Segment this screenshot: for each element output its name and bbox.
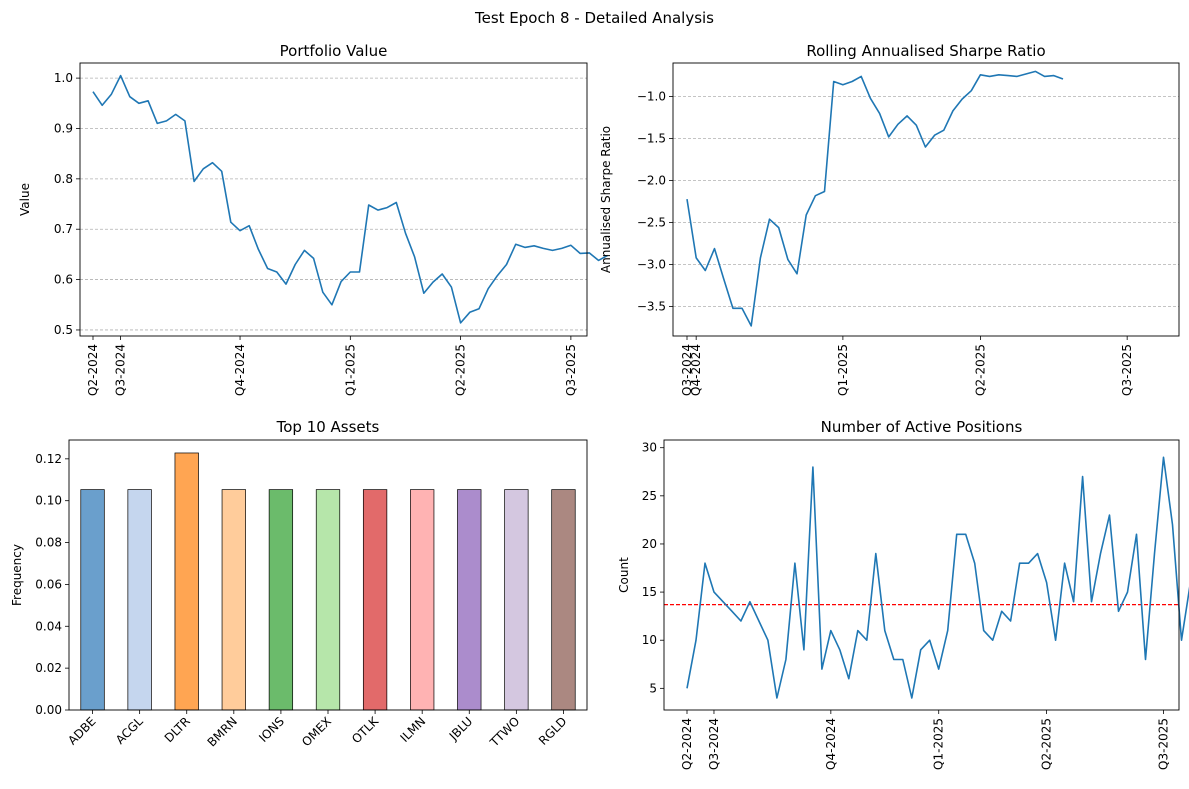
x-tick-label: Q3-2024 bbox=[114, 344, 128, 396]
y-tick-label: 0.6 bbox=[54, 273, 73, 287]
y-tick-label: 10 bbox=[642, 633, 657, 647]
y-axis-label: Frequency bbox=[10, 544, 24, 606]
y-tick-label: 0.9 bbox=[54, 121, 73, 135]
bar-jblu bbox=[457, 489, 482, 711]
y-axis-label: Value bbox=[18, 183, 32, 216]
bar-acgl bbox=[127, 489, 152, 711]
x-tick-label: Q4-2024 bbox=[233, 344, 247, 396]
y-tick-label: −3.5 bbox=[637, 300, 666, 314]
x-tick-label: IONS bbox=[256, 714, 287, 745]
y-tick-label: −1.0 bbox=[637, 90, 666, 104]
axes-frame bbox=[663, 439, 1180, 711]
chart-1: Rolling Annualised Sharpe Ratio Annualise… bbox=[599, 42, 1180, 396]
y-tick-label: 0.12 bbox=[35, 452, 62, 466]
x-tick-label: ADBE bbox=[65, 714, 98, 747]
y-tick-label: 25 bbox=[642, 489, 657, 503]
series-line bbox=[92, 74, 608, 324]
x-tick-label: Q2-2025 bbox=[454, 344, 468, 396]
y-tick-label: −2.5 bbox=[637, 216, 666, 230]
x-tick-label: Q3-2024 bbox=[707, 718, 721, 770]
x-tick-label: DLTR bbox=[162, 714, 193, 745]
series-line bbox=[686, 456, 1189, 699]
bar-ttwo bbox=[504, 489, 529, 711]
x-tick-label: Q2-2025 bbox=[1040, 718, 1054, 770]
chart-title: Rolling Annualised Sharpe Ratio bbox=[806, 42, 1045, 60]
x-tick-label: Q1-2025 bbox=[343, 344, 357, 396]
x-tick-label: RGLD bbox=[536, 714, 570, 748]
y-tick-label: 1.0 bbox=[54, 71, 73, 85]
series-line bbox=[686, 70, 1064, 327]
charts-group: Portfolio Value Value 0.5 0.6 0.7 0.8 0.9 1.0 Q2… bbox=[10, 42, 1189, 770]
y-tick-label: 0.10 bbox=[35, 494, 62, 508]
bar-ilmn bbox=[410, 489, 435, 711]
y-tick-label: 0.00 bbox=[35, 703, 62, 717]
chart-title: Portfolio Value bbox=[280, 42, 388, 60]
x-tick-label: Q3-2025 bbox=[1120, 344, 1134, 396]
x-tick-label: JBLU bbox=[446, 714, 475, 743]
y-axis-label: Annualised Sharpe Ratio bbox=[599, 126, 613, 273]
y-tick-label: 15 bbox=[642, 585, 657, 599]
bar-ions bbox=[268, 489, 294, 711]
bar-adbe bbox=[80, 489, 105, 711]
y-tick-label: −2.0 bbox=[637, 174, 666, 188]
y-tick-label: −3.0 bbox=[637, 258, 666, 272]
x-tick-label: Q2-2025 bbox=[973, 344, 987, 396]
chart-title: Top 10 Assets bbox=[276, 418, 380, 436]
x-tick-label: Q1-2025 bbox=[836, 344, 850, 396]
y-tick-label: −1.5 bbox=[637, 132, 666, 146]
x-tick-label: BMRN bbox=[205, 714, 240, 749]
x-tick-label: Q2-2024 bbox=[86, 344, 100, 396]
axes-frame bbox=[672, 62, 1180, 337]
y-tick-label: 0.08 bbox=[35, 536, 62, 550]
y-tick-label: 0.8 bbox=[54, 172, 73, 186]
bar-bmrn bbox=[221, 489, 246, 711]
x-tick-label: Q3-2024 bbox=[680, 344, 694, 396]
x-tick-label: Q4-2024 bbox=[689, 344, 703, 396]
x-tick-label: OMEX bbox=[299, 714, 334, 749]
axes-frame bbox=[68, 439, 588, 711]
x-tick-label: Q3-2025 bbox=[564, 344, 578, 396]
bar-otlk bbox=[362, 489, 388, 711]
chart-2: Top 10 Assets Frequency 0.00 0.02 0.04 0.06 0.… bbox=[10, 418, 588, 750]
x-tick-label: Q3-2025 bbox=[1156, 718, 1170, 770]
x-tick-label: TTWO bbox=[487, 714, 523, 750]
axes-frame bbox=[79, 62, 588, 337]
figure-suptitle: Test Epoch 8 - Detailed Analysis bbox=[474, 9, 714, 27]
y-axis-label: Count bbox=[617, 557, 631, 593]
y-tick-label: 5 bbox=[649, 681, 657, 695]
y-tick-label: 0.02 bbox=[35, 661, 62, 675]
y-tick-label: 20 bbox=[642, 537, 657, 551]
y-tick-label: 0.06 bbox=[35, 577, 62, 591]
bar-omex bbox=[315, 489, 341, 711]
x-tick-label: Q1-2025 bbox=[932, 718, 946, 770]
bar-dltr bbox=[174, 452, 199, 711]
y-tick-label: 0.04 bbox=[35, 619, 62, 633]
bar-rgld bbox=[551, 489, 576, 711]
x-tick-label: Q2-2024 bbox=[680, 718, 694, 770]
chart-3: Number of Active Positions Count 5 10 15 20 25… bbox=[617, 418, 1189, 770]
y-tick-label: 0.7 bbox=[54, 222, 73, 236]
chart-title: Number of Active Positions bbox=[821, 418, 1023, 436]
x-tick-label: ILMN bbox=[397, 714, 428, 745]
y-tick-label: 0.5 bbox=[54, 323, 73, 337]
chart-0: Portfolio Value Value 0.5 0.6 0.7 0.8 0.9 1.0 Q2… bbox=[18, 42, 608, 396]
x-tick-label: OTLK bbox=[349, 713, 382, 746]
y-tick-label: 30 bbox=[642, 441, 657, 455]
x-tick-label: ACGL bbox=[113, 714, 146, 747]
x-tick-label: Q4-2024 bbox=[824, 718, 838, 770]
